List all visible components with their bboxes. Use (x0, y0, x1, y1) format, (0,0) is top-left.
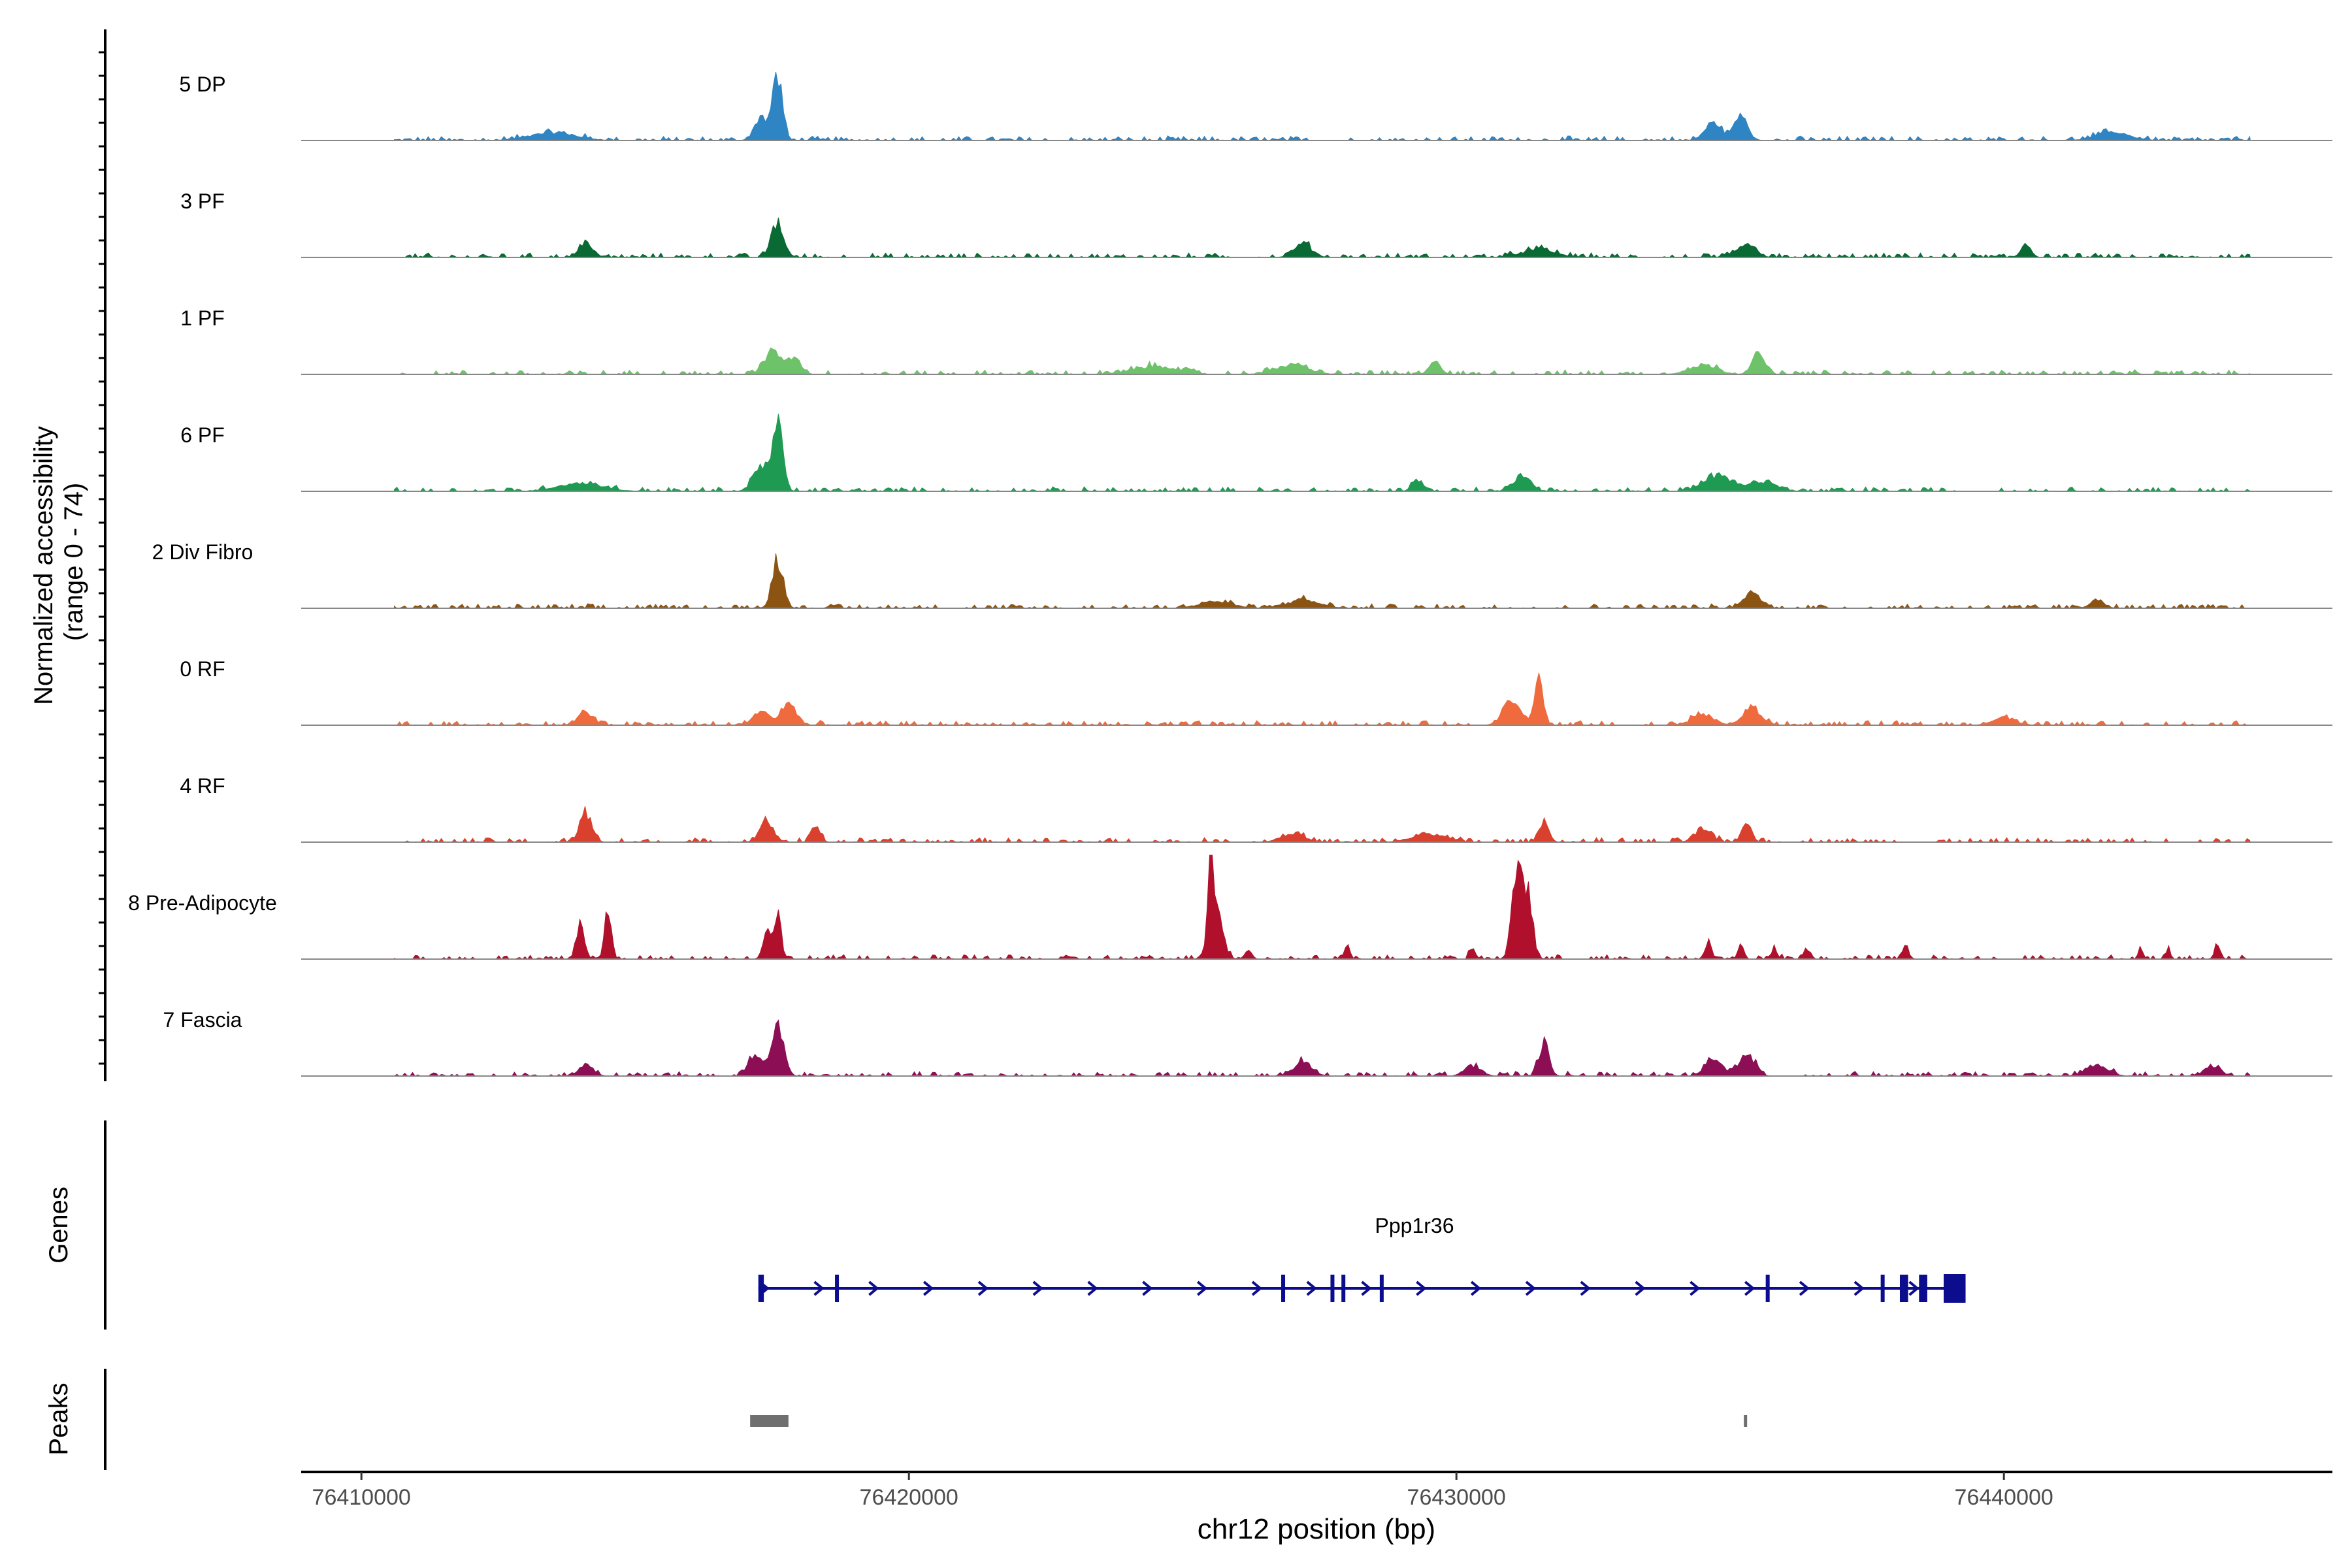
track-label: 7 Fascia (163, 1008, 242, 1032)
called-peak (750, 1415, 789, 1427)
track-1-pf: 1 PF (180, 306, 2332, 375)
track-signal-area (394, 218, 2251, 258)
gene-exon (1341, 1275, 1346, 1302)
track-label: 3 PF (180, 189, 225, 213)
track-label: 1 PF (180, 306, 225, 330)
y-axis-label: Normalized accessibility (range 0 - 74) (29, 419, 88, 705)
track-label: 4 RF (180, 774, 225, 798)
gene-exon (758, 1275, 764, 1302)
gene-exon (1899, 1275, 1908, 1302)
strand-arrow (1908, 1281, 1919, 1296)
track-2-div-fibro: 2 Div Fibro (152, 540, 2332, 609)
track-label: 0 RF (180, 657, 225, 681)
track-label: 5 DP (179, 73, 225, 96)
genes-label: Genes (44, 1186, 73, 1264)
gene-exon (1281, 1275, 1286, 1302)
track-signal-area (394, 806, 2251, 843)
strand-arrow (1032, 1281, 1043, 1296)
track-label: 8 Pre-Adipocyte (128, 891, 277, 915)
y-axis-label-line2: (range 0 - 74) (59, 483, 88, 641)
strand-arrow (1744, 1281, 1756, 1296)
x-tick-label: 76440000 (1955, 1485, 2053, 1510)
track-8-pre-adipocyte: 8 Pre-Adipocyte (128, 855, 2332, 960)
strand-arrow (1087, 1281, 1098, 1296)
track-signal-area (394, 553, 2251, 609)
track-signal-area (394, 414, 2251, 492)
strand-arrow (1142, 1281, 1153, 1296)
strand-arrow (1306, 1281, 1317, 1296)
gene-exon (1880, 1275, 1885, 1302)
track-signal-area (394, 672, 2251, 726)
gene-model: Ppp1r36 (758, 1214, 1966, 1303)
strand-arrow (1854, 1281, 1865, 1296)
track-label: 2 Div Fibro (152, 540, 253, 564)
track-signal-area (394, 855, 2251, 960)
track-4-rf: 4 RF (180, 774, 2332, 843)
strand-arrow (977, 1281, 989, 1296)
y-axis-label-line1: Normalized accessibility (29, 426, 58, 705)
x-tick-label: 76420000 (860, 1485, 958, 1510)
track-label: 6 PF (180, 423, 225, 447)
x-tick-label: 76410000 (312, 1485, 411, 1510)
track-7-fascia: 7 Fascia (163, 1008, 2332, 1077)
called-peaks (750, 1415, 1748, 1427)
gene-exon (1379, 1275, 1384, 1302)
track-0-rf: 0 RF (180, 657, 2332, 726)
called-peak (1744, 1415, 1748, 1427)
strand-arrow (1635, 1281, 1646, 1296)
x-axis-ticks: 76410000 76420000 76430000 76440000 (312, 1472, 2053, 1510)
y-axis-minor-ticks (99, 51, 105, 1065)
track-signal-area (394, 347, 2251, 375)
track-6-pf: 6 PF (180, 414, 2332, 492)
gene-exon (1765, 1275, 1770, 1302)
track-signal-area (394, 71, 2251, 141)
accessibility-tracks: 5 DP 3 PF 1 PF 6 PF 2 Div Fibro 0 RF 4 RF 8 Pre… (128, 71, 2332, 1077)
strand-arrow (868, 1281, 879, 1296)
peaks-label: Peaks (44, 1382, 73, 1455)
gene-exon (1944, 1274, 1966, 1303)
strand-arrow (813, 1281, 825, 1296)
strand-arrow (1580, 1281, 1591, 1296)
strand-arrow (1196, 1281, 1208, 1296)
gene-exon (835, 1275, 840, 1302)
x-tick-label: 76430000 (1407, 1485, 1506, 1510)
gene-name-label: Ppp1r36 (1375, 1214, 1454, 1237)
strand-arrow (1690, 1281, 1701, 1296)
track-signal-area (393, 1019, 2251, 1077)
track-5-dp: 5 DP (179, 71, 2332, 141)
strand-arrow (1416, 1281, 1427, 1296)
strand-arrow (1361, 1281, 1372, 1296)
gene-exon (1330, 1275, 1335, 1302)
strand-arrow (1799, 1281, 1810, 1296)
x-axis-title: chr12 position (bp) (1198, 1513, 1435, 1545)
gene-exon (1919, 1275, 1927, 1302)
track-3-pf: 3 PF (180, 189, 2332, 258)
strand-arrow (1525, 1281, 1537, 1296)
strand-arrow (1251, 1281, 1263, 1296)
strand-arrow (923, 1281, 934, 1296)
strand-arrow (1470, 1281, 1482, 1296)
